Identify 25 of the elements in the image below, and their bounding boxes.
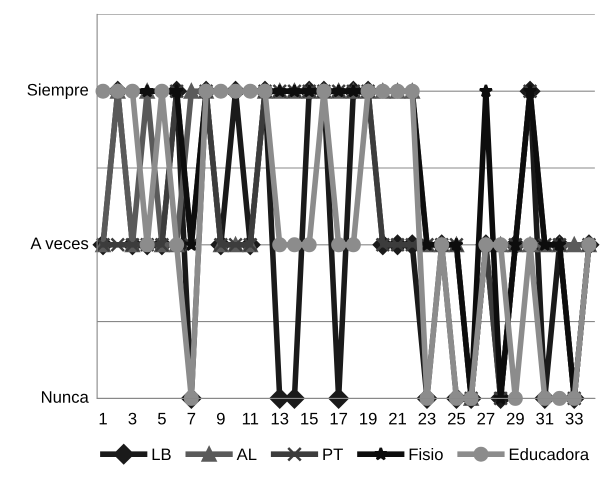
text: A veces [30,238,88,250]
x-tick-label: 9 [216,412,225,425]
x-tick-label: 29 [506,412,524,425]
legend-label: PT [323,448,343,460]
x-tick-label: 23 [418,412,436,425]
x-tick-label: 33 [566,412,583,425]
x-tick-label: 1 [100,412,107,424]
x-tick-label: 13 [272,412,288,425]
legend-label: Fisio [410,448,443,460]
x-tick-label: 5 [158,412,166,425]
x-tick-label: 27 [477,412,494,424]
x-tick-label: 19 [360,412,377,425]
text: Siempre [27,83,88,99]
legend-label: Educadora [510,448,590,460]
text: Nunca [42,391,89,403]
legend-label: LB [152,448,171,460]
x-tick-label: 31 [536,412,554,425]
x-tick-label: 25 [448,412,466,425]
x-tick-label: 11 [242,412,258,424]
x-tick-label: 7 [188,412,196,424]
x-tick-label: 3 [128,412,136,425]
x-tick-label: 15 [301,412,318,425]
x-tick-label: 21 [389,412,406,424]
legend-label: AL [236,448,256,460]
x-tick-label: 17 [330,412,348,424]
